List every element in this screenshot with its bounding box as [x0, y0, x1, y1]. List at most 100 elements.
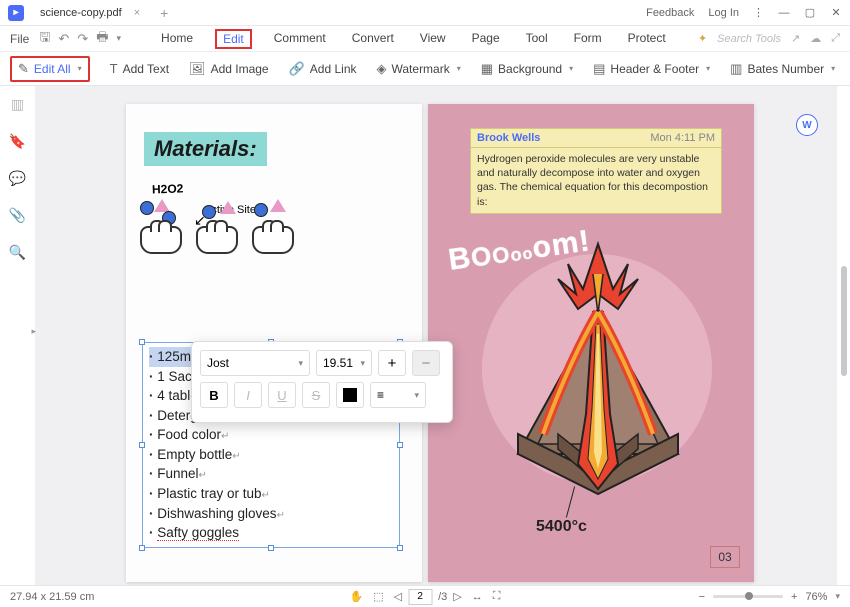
- kebab-icon[interactable]: ⋮: [753, 6, 764, 19]
- cloud-icon[interactable]: ☁: [810, 32, 821, 45]
- background-button[interactable]: ▦ Background▾: [481, 61, 573, 77]
- current-page-input[interactable]: [408, 589, 432, 605]
- search-icon[interactable]: 🔍: [9, 244, 26, 261]
- fit-width-icon[interactable]: ↔: [472, 591, 483, 603]
- save-icon[interactable]: 🖫: [39, 28, 50, 50]
- list-item[interactable]: Empty bottle↵: [149, 445, 393, 465]
- font-size-select[interactable]: 19.51▾: [316, 350, 372, 376]
- print-icon[interactable]: 🖶: [96, 28, 108, 50]
- word-badge-icon[interactable]: W: [796, 114, 818, 136]
- add-link-button[interactable]: 🔗 Add Link: [289, 61, 357, 77]
- molecule-diagram: [140, 199, 302, 254]
- alignment-select[interactable]: ≡▾: [370, 382, 426, 408]
- bates-icon: ▥: [730, 61, 742, 77]
- header-footer-button[interactable]: ▤ Header & Footer▾: [593, 61, 710, 77]
- menubar: File 🖫 ↶ ↷ 🖶 ▾ Home Edit Comment Convert…: [0, 26, 850, 52]
- document-canvas[interactable]: W Materials: H2O2 ↙ Active Site: [36, 86, 836, 585]
- expand-icon[interactable]: ⤢: [831, 32, 840, 45]
- comments-icon[interactable]: 💬: [9, 170, 26, 187]
- resize-handle[interactable]: [397, 442, 403, 448]
- edit-all-button[interactable]: ✎ Edit All ▾: [10, 56, 90, 82]
- scrollbar-thumb[interactable]: [841, 266, 847, 376]
- close-window-icon[interactable]: ✕: [830, 7, 842, 19]
- decrease-size-button[interactable]: −: [412, 350, 440, 376]
- tab-convert[interactable]: Convert: [348, 29, 398, 49]
- hand-tool-icon[interactable]: ✋: [350, 590, 364, 603]
- increase-size-button[interactable]: +: [378, 350, 406, 376]
- image-icon: 🖼: [189, 61, 206, 77]
- undo-icon[interactable]: ↶: [58, 31, 69, 47]
- resize-handle[interactable]: [268, 545, 274, 551]
- tab-protect[interactable]: Protect: [624, 29, 670, 49]
- next-page-icon[interactable]: ▷: [453, 590, 461, 603]
- page-dimensions: 27.94 x 21.59 cm: [10, 591, 94, 603]
- list-item[interactable]: Plastic tray or tub↵: [149, 484, 393, 504]
- add-image-button[interactable]: 🖼 Add Image: [189, 61, 269, 77]
- login-link[interactable]: Log In: [708, 7, 739, 19]
- resize-handle[interactable]: [139, 442, 145, 448]
- list-item[interactable]: Safty goggles: [149, 523, 393, 543]
- tab-form[interactable]: Form: [570, 29, 606, 49]
- strikethrough-button[interactable]: S: [302, 382, 330, 408]
- watermark-button[interactable]: ◈ Watermark▾: [377, 61, 461, 77]
- share-icon[interactable]: ↗: [791, 32, 800, 45]
- tab-view[interactable]: View: [416, 29, 450, 49]
- temperature-label: 5400°c: [536, 518, 587, 536]
- font-family-select[interactable]: Jost▾: [200, 350, 310, 376]
- sticky-note[interactable]: Brook Wells Mon 4:11 PM Hydrogen peroxid…: [470, 128, 722, 214]
- header-footer-icon: ▤: [593, 61, 605, 77]
- tab-tool[interactable]: Tool: [522, 29, 552, 49]
- underline-button[interactable]: U: [268, 382, 296, 408]
- qat-chevron-icon[interactable]: ▾: [117, 33, 122, 44]
- bold-button[interactable]: B: [200, 382, 228, 408]
- list-item[interactable]: Food color↵: [149, 425, 393, 445]
- zoom-level: 76%: [805, 591, 827, 603]
- ribbon-tabs: Home Edit Comment Convert View Page Tool…: [157, 29, 670, 49]
- prev-page-icon[interactable]: ◁: [394, 590, 402, 603]
- add-text-button[interactable]: T Add Text: [110, 61, 169, 76]
- resize-handle[interactable]: [139, 339, 145, 345]
- tab-home[interactable]: Home: [157, 29, 197, 49]
- resize-handle[interactable]: [139, 545, 145, 551]
- edit-icon: ✎: [18, 61, 29, 77]
- tab-comment[interactable]: Comment: [270, 29, 330, 49]
- select-tool-icon[interactable]: ⬚: [373, 590, 383, 603]
- zoom-out-icon[interactable]: −: [699, 591, 705, 603]
- bates-number-button[interactable]: ▥ Bates Number▾: [730, 61, 835, 77]
- list-item[interactable]: Funnel↵: [149, 464, 393, 484]
- zoom-in-icon[interactable]: +: [791, 591, 797, 603]
- text-color-button[interactable]: [336, 382, 364, 408]
- bookmarks-icon[interactable]: 🔖: [9, 133, 26, 150]
- note-timestamp: Mon 4:11 PM: [650, 132, 715, 144]
- feedback-link[interactable]: Feedback: [646, 7, 694, 19]
- resize-handle[interactable]: [397, 545, 403, 551]
- attachments-icon[interactable]: 📎: [9, 207, 26, 224]
- materials-heading: Materials:: [144, 132, 267, 166]
- note-author: Brook Wells: [477, 132, 540, 144]
- close-tab-icon[interactable]: ×: [134, 7, 140, 19]
- fit-page-icon[interactable]: ⛶: [493, 590, 501, 603]
- wand-icon[interactable]: ✦: [698, 32, 707, 45]
- note-body: Hydrogen peroxide molecules are very uns…: [471, 148, 721, 213]
- search-tools-input[interactable]: Search Tools: [717, 33, 781, 45]
- tab-edit[interactable]: Edit: [215, 29, 252, 49]
- maximize-icon[interactable]: ▢: [804, 7, 816, 19]
- zoom-slider[interactable]: [713, 595, 783, 598]
- file-menu[interactable]: File: [10, 32, 29, 46]
- document-tab[interactable]: science-copy.pdf ×: [32, 5, 148, 21]
- thumbnails-icon[interactable]: ▥: [11, 96, 24, 113]
- left-rail: ▥ 🔖 💬 📎 🔍 ▸: [0, 86, 36, 585]
- titlebar: ▸ science-copy.pdf × + Feedback Log In ⋮…: [0, 0, 850, 26]
- vertical-scrollbar[interactable]: [836, 86, 850, 585]
- text-icon: T: [110, 61, 118, 76]
- minimize-icon[interactable]: —: [778, 7, 790, 19]
- italic-button[interactable]: I: [234, 382, 262, 408]
- zoom-chevron-icon[interactable]: ▾: [835, 591, 840, 602]
- redo-icon[interactable]: ↷: [77, 31, 88, 47]
- quick-access-toolbar: 🖫 ↶ ↷ 🖶 ▾: [39, 28, 121, 50]
- text-format-toolbar[interactable]: Jost▾ 19.51▾ + − B I U S ≡▾: [191, 341, 453, 423]
- add-tab-button[interactable]: +: [160, 5, 168, 21]
- list-item[interactable]: Dishwashing gloves↵: [149, 504, 393, 524]
- tab-page[interactable]: Page: [468, 29, 504, 49]
- statusbar: 27.94 x 21.59 cm ✋ ⬚ ◁ /3 ▷ ↔ ⛶ − + 76% …: [0, 585, 850, 607]
